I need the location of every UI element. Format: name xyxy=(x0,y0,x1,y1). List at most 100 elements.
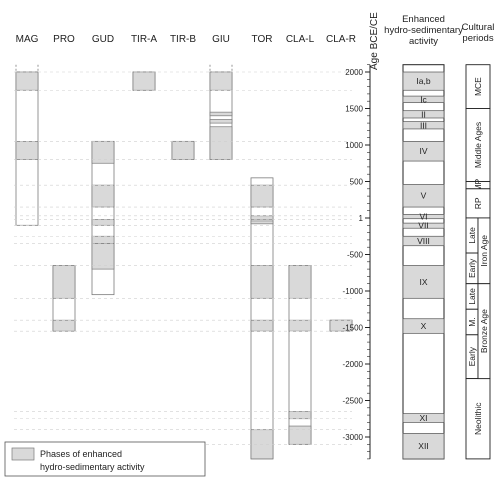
phase-giu-2 xyxy=(209,111,233,117)
cultural-period-box xyxy=(465,378,491,460)
enhanced-phase-label: VI xyxy=(419,212,427,222)
phase-tor-2 xyxy=(250,215,274,220)
y-tick-label: -3000 xyxy=(343,433,364,442)
phase-gud-3 xyxy=(91,219,115,226)
column-header-tir-a: TIR-A xyxy=(131,34,157,45)
phase-tor-3 xyxy=(250,220,274,225)
cultural-period-label: Neolithic xyxy=(473,402,483,435)
column-header-pro: PRO xyxy=(53,34,75,45)
enhanced-phase-iii xyxy=(402,121,445,130)
y-tick-label: 1 xyxy=(359,214,364,223)
cultural-period-box xyxy=(465,188,491,219)
column-header-cla-l: CLA-L xyxy=(286,34,315,45)
enhanced-phase-label: IV xyxy=(419,146,427,156)
column-header-mag: MAG xyxy=(16,34,39,45)
y-tick-label: -1000 xyxy=(343,287,364,296)
column-tor xyxy=(250,177,274,460)
enhanced-phase-xii xyxy=(402,433,445,460)
enhanced-phase-vi xyxy=(402,214,445,220)
phase-cla-l-3 xyxy=(288,411,312,420)
cultural-period-label: Late xyxy=(467,227,477,244)
cultural-group-label: Iron Age xyxy=(479,235,489,267)
enhanced-phase-label: Ia,b xyxy=(416,76,430,86)
column-gud xyxy=(91,140,115,296)
phase-gud-4 xyxy=(91,235,115,244)
enhanced-column xyxy=(402,64,445,460)
phase-gud-1 xyxy=(91,141,115,164)
enhanced-phase-ii xyxy=(402,110,445,119)
phase-mag-1 xyxy=(15,71,39,91)
cultural-period-label: MCE xyxy=(473,77,483,96)
cultural-group-label: Bronze Age xyxy=(479,309,489,353)
enhanced-title-line: activity xyxy=(409,36,438,47)
legend-box xyxy=(4,441,206,477)
enhanced-phase-viii xyxy=(402,235,445,247)
enhanced-phase-label: IX xyxy=(419,277,427,287)
phase-pro-1 xyxy=(52,265,76,299)
y-axis-label: Age BCE/CE xyxy=(369,12,380,70)
phase-gud-2 xyxy=(91,184,115,208)
cultural-period-label: MP xyxy=(473,178,483,191)
column-header-giu: GIU xyxy=(212,34,230,45)
cultural-period-label: Early xyxy=(467,258,477,278)
enhanced-title-line: hydro-sedimentary xyxy=(384,25,463,36)
cultural-period-label: M. xyxy=(467,317,477,326)
phase-tor-5 xyxy=(250,319,274,332)
enhanced-phase-label: XI xyxy=(419,413,427,423)
cultural-period-label: RP xyxy=(473,197,483,209)
y-tick-label: 2000 xyxy=(345,68,363,77)
column-header-tor: TOR xyxy=(252,34,273,45)
enhanced-phase-xi xyxy=(402,413,445,423)
column-header-tir-b: TIR-B xyxy=(170,34,196,45)
phase-giu-4 xyxy=(209,126,233,160)
enhanced-phase-label: Ic xyxy=(420,94,427,104)
y-tick-label: 1500 xyxy=(345,105,363,114)
cultural-period-label: Middle Ages xyxy=(473,122,483,168)
y-tick-label: -2500 xyxy=(343,397,364,406)
phase-cla-l-4 xyxy=(288,425,312,445)
phase-tor-4 xyxy=(250,265,274,299)
enhanced-phase-v xyxy=(402,184,445,208)
cultural-period-label: Late xyxy=(467,288,477,305)
enhanced-phase-label: XII xyxy=(418,441,428,451)
phase-giu-3 xyxy=(209,119,233,124)
column-header-cla-r: CLA-R xyxy=(326,34,356,45)
y-tick-label: 500 xyxy=(350,178,364,187)
enhanced-phase-ix xyxy=(402,265,445,299)
cultural-title-line: Cultural xyxy=(462,22,495,33)
enhanced-title-line: Enhanced xyxy=(402,14,445,25)
enhanced-phase-vii xyxy=(402,222,445,229)
phase-mag-2 xyxy=(15,141,39,160)
phase-cla-l-2 xyxy=(288,319,312,332)
enhanced-phase-iv xyxy=(402,141,445,162)
phase-tir-a-1 xyxy=(132,71,156,91)
y-tick-label: -500 xyxy=(347,251,364,260)
phase-tor-1 xyxy=(250,184,274,208)
enhanced-phase-label: II xyxy=(421,109,426,119)
enhanced-phase-label: VIII xyxy=(417,236,430,246)
cultural-title-line: periods xyxy=(462,33,493,44)
cultural-period-label: Early xyxy=(467,346,477,366)
phase-tir-b-1 xyxy=(171,141,195,160)
enhanced-phase-label: III xyxy=(420,120,427,130)
phase-giu-1 xyxy=(209,71,233,91)
legend-swatch xyxy=(11,447,35,461)
enhanced-phase-label: X xyxy=(421,321,427,331)
phase-cla-l-1 xyxy=(288,265,312,299)
enhanced-phase-iab xyxy=(402,71,445,91)
y-tick-label: -2000 xyxy=(343,360,364,369)
enhanced-phase-ic xyxy=(402,95,445,104)
legend-label-line2: hydro-sedimentary activity xyxy=(40,462,145,472)
y-tick-label: 1000 xyxy=(345,141,363,150)
enhanced-phase-label: VII xyxy=(418,221,428,231)
cultural-group-box xyxy=(477,283,491,380)
enhanced-phase-label: V xyxy=(421,191,427,201)
cultural-period-box xyxy=(465,108,491,182)
phase-pro-2 xyxy=(52,319,76,332)
column-header-gud: GUD xyxy=(92,34,114,45)
y-tick-label: -1500 xyxy=(343,324,364,333)
legend-label-line1: Phases of enhanced xyxy=(40,449,122,459)
enhanced-phase-x xyxy=(402,318,445,334)
phase-gud-5 xyxy=(91,243,115,270)
